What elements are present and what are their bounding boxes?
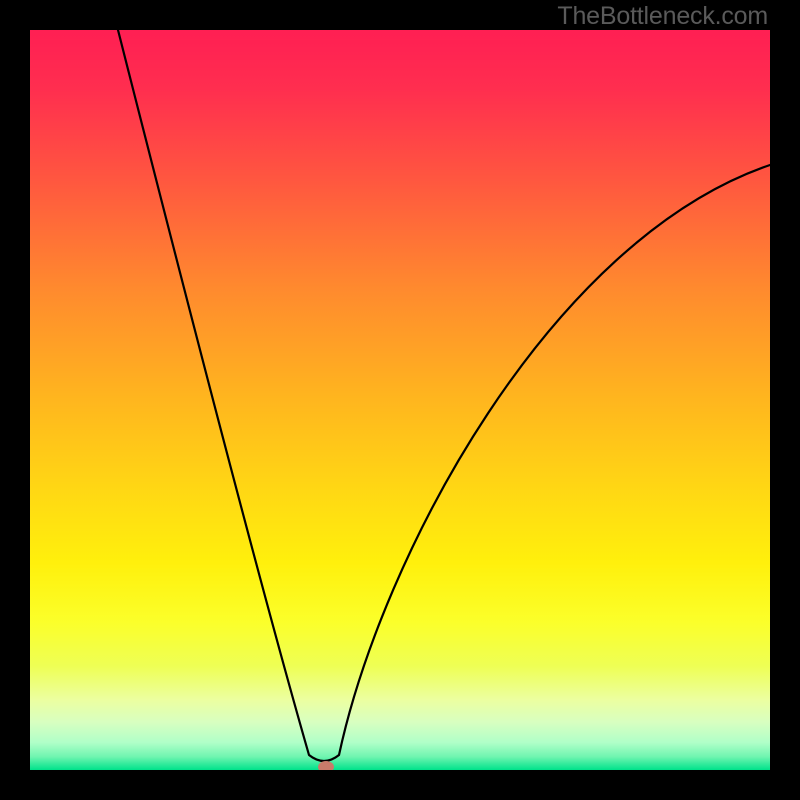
plot-area — [30, 30, 770, 770]
optimum-marker — [30, 30, 770, 770]
watermark-text: TheBottleneck.com — [557, 2, 768, 31]
chart-frame — [0, 0, 800, 800]
